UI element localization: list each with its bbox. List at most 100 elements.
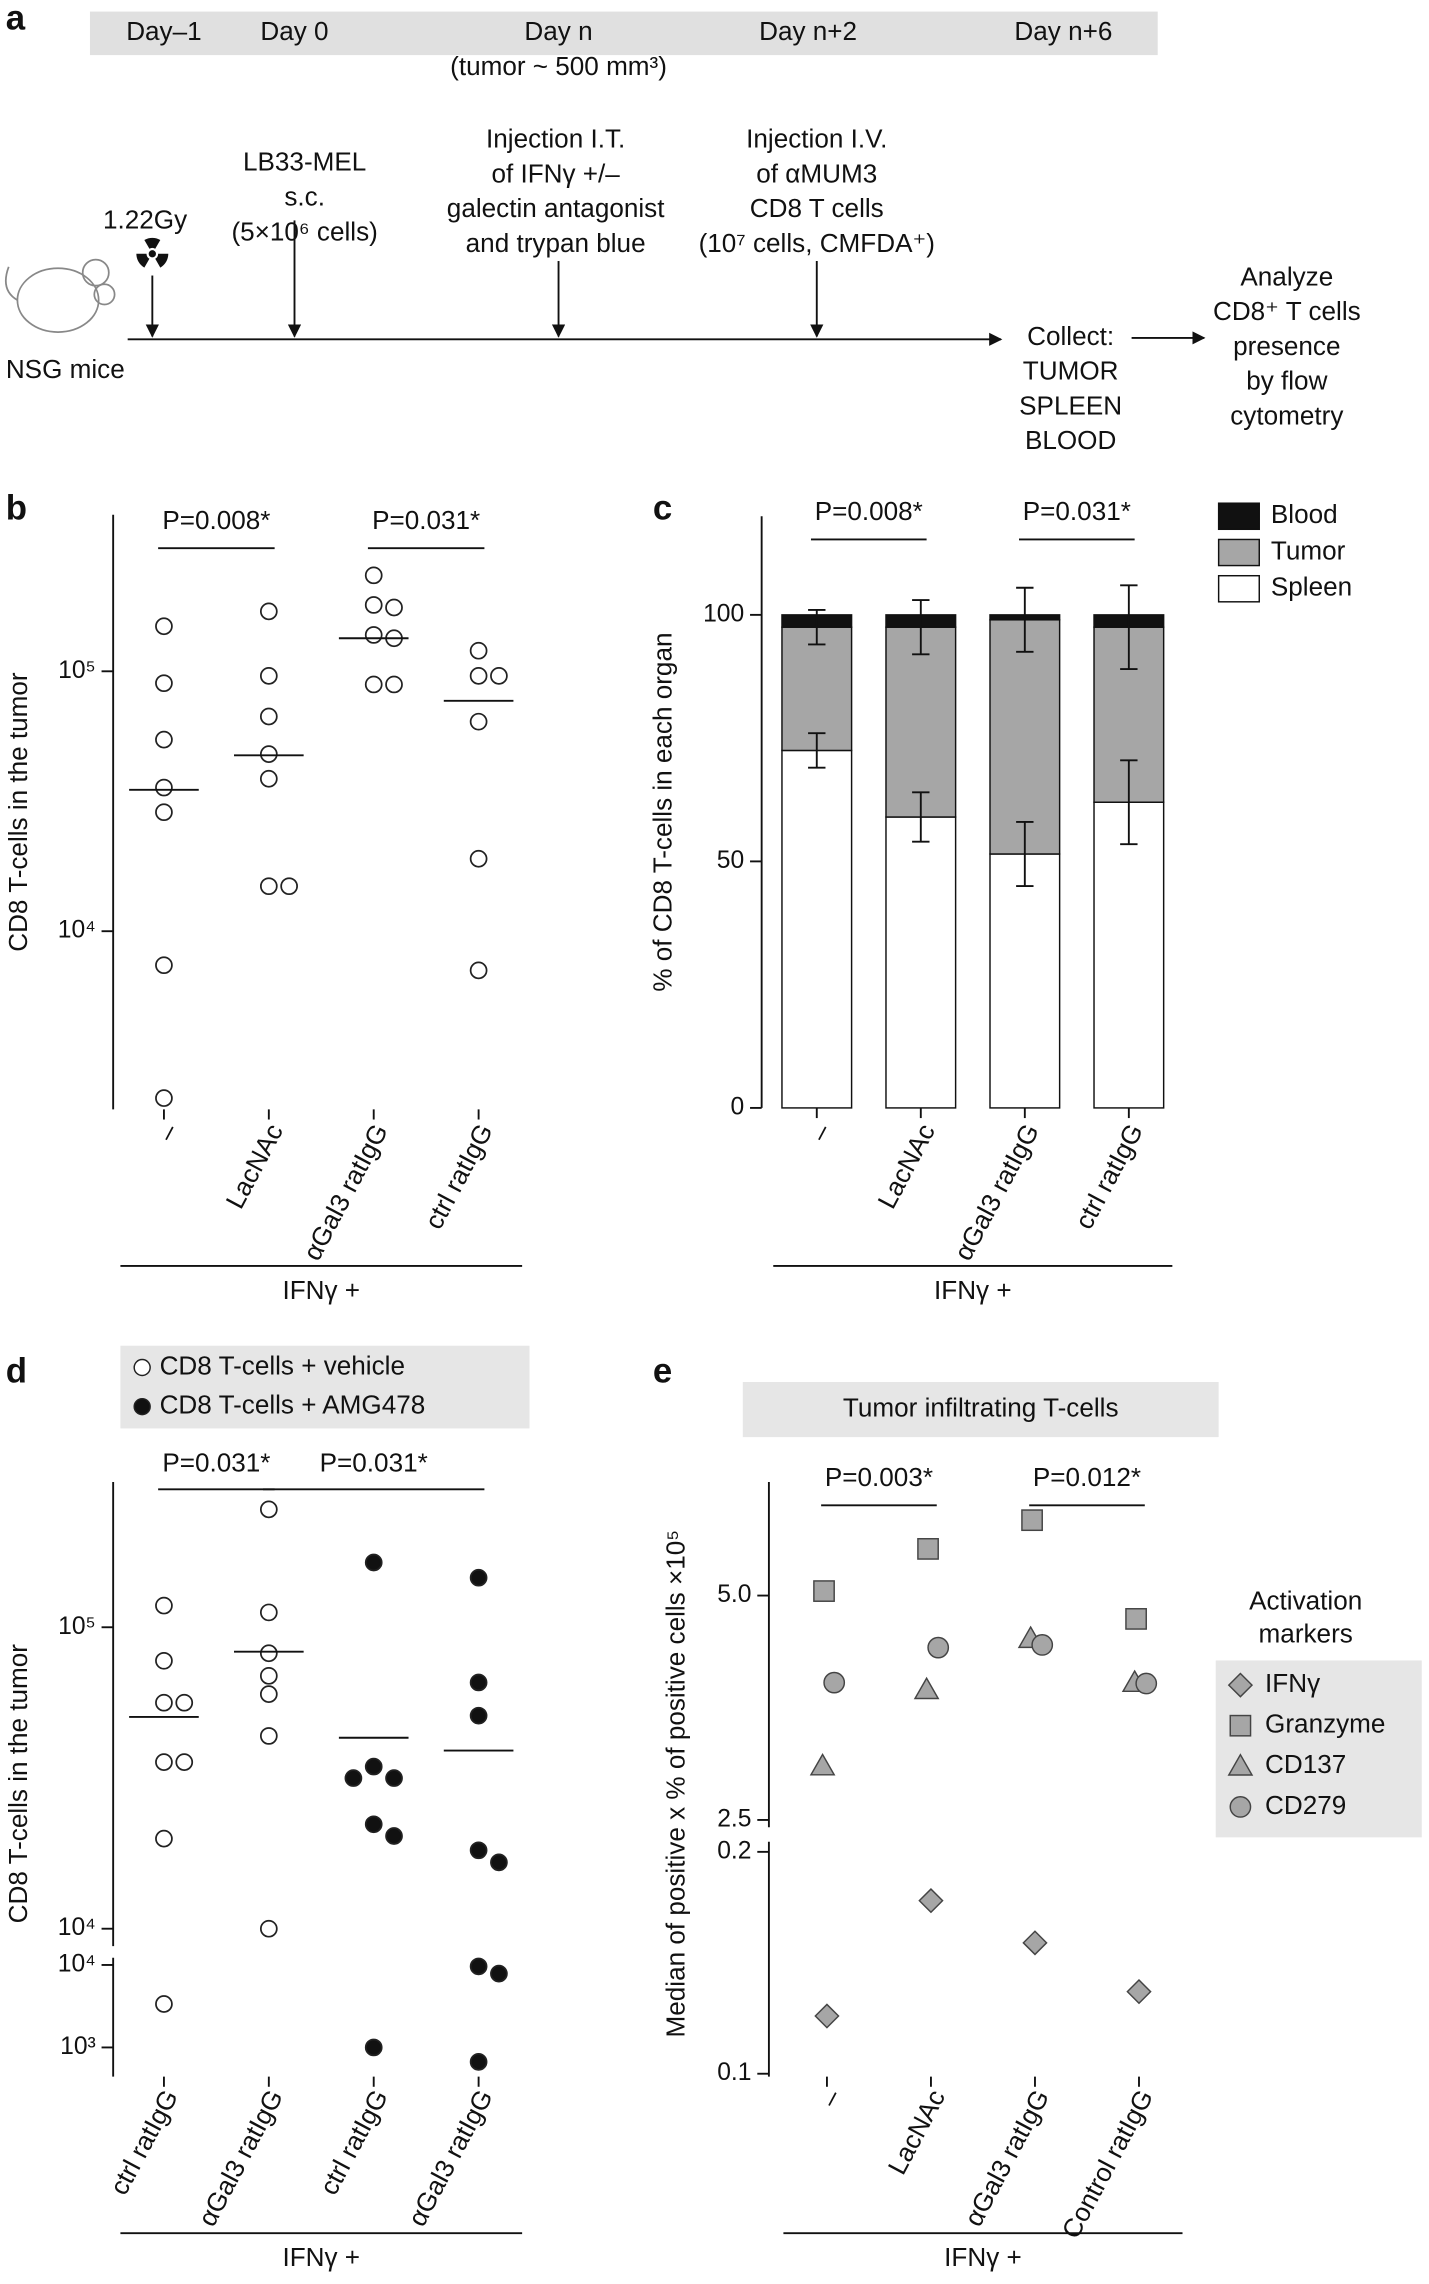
- dot: [155, 1596, 173, 1615]
- x-tick-label: αGal3 ratIgG: [948, 1119, 1045, 1265]
- dot: [385, 1769, 403, 1787]
- y-tick-label: 10⁴: [58, 917, 96, 944]
- data-point: [927, 1636, 950, 1659]
- legend-swatch: [1217, 574, 1260, 603]
- dot: [155, 956, 173, 975]
- dot: [175, 1753, 194, 1771]
- dot: [469, 1568, 488, 1587]
- dot: [364, 1815, 383, 1834]
- dot: [364, 626, 383, 644]
- error-bar: [808, 732, 826, 769]
- mouse-label: NSG mice: [6, 354, 125, 384]
- dot: [385, 598, 403, 617]
- dot: [155, 730, 173, 749]
- x-tick-label: ctrl ratIgG: [314, 2085, 394, 2200]
- data-point: [813, 1580, 835, 1602]
- y-axis-label: Median of positive x % of positive cells…: [660, 1530, 690, 2037]
- x-tick-label: Control ratIgG: [1056, 2085, 1159, 2244]
- dot: [155, 778, 173, 797]
- data-point: [823, 1671, 846, 1694]
- dot: [469, 1673, 488, 1692]
- dot: [259, 1727, 278, 1745]
- dot: [364, 566, 383, 585]
- dot: [280, 877, 298, 896]
- event-label: 1.22Gy: [103, 205, 187, 235]
- dot: [469, 1841, 488, 1860]
- dot: [469, 712, 488, 731]
- dot: [155, 1693, 173, 1712]
- data-point: [1125, 1608, 1147, 1630]
- day-label: Day n+2: [759, 16, 857, 46]
- y-tick-label: 10⁵: [58, 1613, 96, 1640]
- p-value: P=0.012*: [1033, 1462, 1141, 1492]
- legend-label: CD137: [1265, 1749, 1346, 1779]
- analyze-label: Analyze: [1240, 261, 1333, 291]
- dot: [259, 1500, 278, 1519]
- panel-letter: b: [6, 489, 27, 528]
- y-tick-label: 0.2: [717, 1837, 751, 1864]
- legend-label: Tumor: [1271, 535, 1346, 565]
- collect-label: SPLEEN: [1019, 390, 1122, 420]
- data-point: [1021, 1509, 1043, 1532]
- dot: [364, 1757, 383, 1776]
- legend-marker: [1227, 1753, 1254, 1776]
- event-label: of αMUM3: [756, 158, 877, 188]
- x-tick-label: LacNAc: [220, 1119, 289, 1214]
- group-label: IFNγ +: [282, 2242, 360, 2272]
- dot: [364, 596, 383, 614]
- y-axis-label: CD8 T-cells in the tumor: [3, 672, 33, 952]
- event-label: (10⁷ cells, CMFDA⁺): [699, 228, 935, 258]
- data-point: [1135, 1672, 1158, 1695]
- event-label: s.c.: [284, 182, 325, 212]
- dot: [155, 1089, 173, 1107]
- dot: [469, 2053, 488, 2071]
- bar-segment: [781, 626, 853, 752]
- y-tick-label: 50: [717, 847, 744, 874]
- y-tick-label: 5.0: [717, 1581, 751, 1608]
- error-bar: [912, 791, 930, 843]
- dot: [259, 769, 278, 788]
- legend-label: IFNγ: [1265, 1668, 1320, 1698]
- legend-marker: [133, 1397, 151, 1416]
- p-value: P=0.031*: [162, 1448, 270, 1478]
- day-label: Day 0: [260, 16, 328, 46]
- legend-label: Blood: [1271, 499, 1338, 529]
- p-value: P=0.031*: [372, 505, 480, 535]
- bar-segment: [885, 816, 957, 1109]
- legend-label: CD8 T-cells + vehicle: [160, 1350, 405, 1380]
- p-value: P=0.003*: [825, 1462, 933, 1492]
- dot: [155, 1651, 173, 1670]
- dot: [469, 641, 488, 660]
- p-value: P=0.031*: [320, 1448, 428, 1478]
- dot: [259, 667, 278, 685]
- panel-letter: c: [653, 489, 672, 528]
- dot: [364, 675, 383, 694]
- event-label: and trypan blue: [466, 228, 646, 258]
- p-value: P=0.031*: [1023, 496, 1131, 526]
- dot: [155, 617, 173, 636]
- dot: [490, 1964, 508, 1983]
- dot: [259, 707, 278, 726]
- dot: [364, 1553, 383, 1572]
- y-tick-label: 10⁴: [58, 1950, 96, 1977]
- dot: [259, 1644, 278, 1663]
- p-value: P=0.008*: [815, 496, 923, 526]
- dot: [155, 674, 173, 693]
- title-box: [742, 1382, 1219, 1438]
- collect-label: Collect:: [1027, 321, 1114, 351]
- bar-segment: [885, 626, 957, 818]
- event-label: galectin antagonist: [447, 193, 665, 223]
- x-tick-label: αGal3 ratIgG: [402, 2085, 499, 2231]
- error-bar: [1016, 821, 1034, 887]
- error-bar: [1016, 586, 1034, 653]
- x-tick-label: –: [151, 1118, 185, 1145]
- y-tick-label: 10³: [60, 2033, 96, 2060]
- legend-marker: [1229, 1714, 1252, 1737]
- analyze-label: cytometry: [1230, 401, 1343, 431]
- p-value: P=0.008*: [162, 505, 270, 535]
- y-tick-label: 10⁴: [58, 1914, 96, 1941]
- dot: [469, 667, 488, 685]
- data-point: [1022, 1930, 1048, 1956]
- dot: [259, 1666, 278, 1685]
